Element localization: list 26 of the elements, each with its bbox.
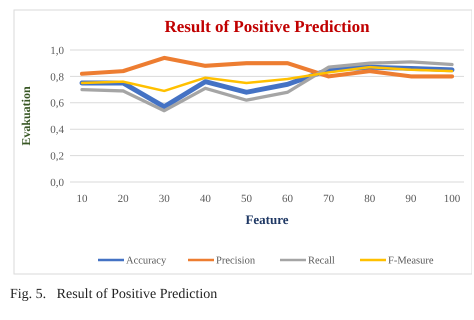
x-tick-label: 30	[158, 193, 170, 205]
y-axis-title: Evakuation	[19, 86, 33, 146]
line-series	[80, 66, 454, 92]
y-tick-label: 0,8	[50, 71, 64, 84]
legend-label: Recall	[308, 256, 335, 267]
x-tick-label: 70	[323, 193, 335, 205]
x-tick-label: 60	[282, 193, 294, 205]
x-tick-label: 20	[118, 193, 130, 205]
line-series	[80, 56, 454, 78]
caption: Fig. 5. Result of Positive Prediction	[10, 287, 218, 302]
y-tick-label: 0,4	[50, 124, 64, 136]
legend-label: F-Measure	[388, 256, 434, 267]
x-tick-label: 100	[444, 193, 461, 205]
x-tick-label: 80	[364, 193, 376, 205]
y-tick-label: 0,0	[50, 176, 64, 189]
y-tick-label: 0,2	[50, 150, 64, 162]
x-axis-title: Feature	[245, 212, 289, 227]
legend-label: Accuracy	[126, 256, 167, 267]
chart-title: Result of Positive Prediction	[164, 17, 370, 36]
y-tick-label: 0,6	[50, 98, 64, 110]
x-tick-label: 40	[200, 193, 212, 205]
y-tick-label: 1,0	[50, 44, 64, 57]
x-tick-label: 10	[76, 193, 88, 205]
legend-label: Precision	[216, 256, 256, 267]
x-tick-label: 90	[405, 193, 417, 205]
x-tick-label: 50	[240, 193, 252, 205]
